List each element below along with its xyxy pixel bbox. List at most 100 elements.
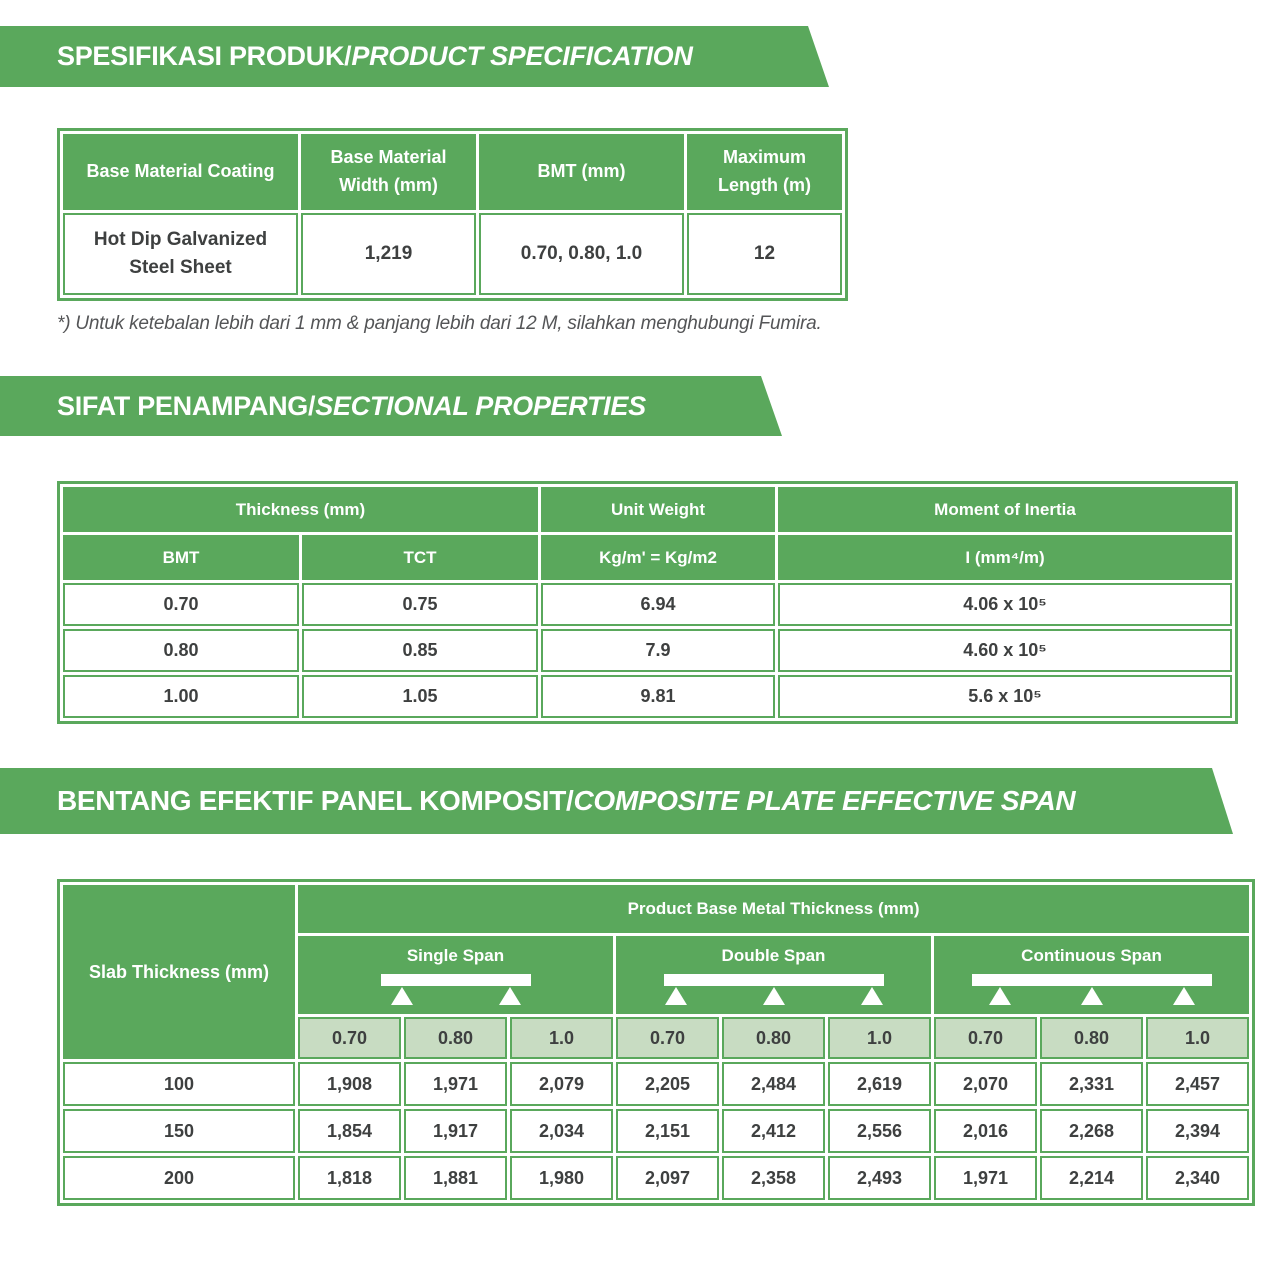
table-row: Hot Dip Galvanized Steel Sheet 1,219 0.7… [63,213,842,295]
span-value: 2,331 [1040,1062,1143,1106]
thickness-header: 0.80 [404,1017,507,1059]
sectional-sub-header-row: BMT TCT Kg/m' = Kg/m2 I (mm⁴/m) [63,535,1232,580]
thickness-header: 0.70 [616,1017,719,1059]
cell-coating: Hot Dip Galvanized Steel Sheet [63,213,298,295]
span-value: 2,079 [510,1062,613,1106]
header-bmt: BMT (mm) [479,134,684,210]
header-base-material-width: Base Material Width (mm) [301,134,476,210]
header-unit-weight: Unit Weight [541,487,775,532]
cell-bmt: 1.00 [63,675,299,718]
span-value: 1,980 [510,1156,613,1200]
cell-unit-weight: 6.94 [541,583,775,626]
banner-title-en: PRODUCT SPECIFICATION [351,41,693,71]
cell-max-length: 12 [687,213,842,295]
span-value: 2,268 [1040,1109,1143,1153]
span-value: 1,971 [934,1156,1037,1200]
span-value: 1,854 [298,1109,401,1153]
banner-product-specification: SPESIFIKASI PRODUK/PRODUCT SPECIFICATION [0,26,829,87]
thickness-header: 0.80 [1040,1017,1143,1059]
span-value: 2,214 [1040,1156,1143,1200]
slab-thickness-value: 200 [63,1156,295,1200]
header-single-span: Single Span [298,936,613,1014]
banner-title-id: SIFAT PENAMPANG/ [57,390,316,421]
table-row: 0.80 0.85 7.9 4.60 x 10⁵ [63,629,1232,672]
banner-title-id: SPESIFIKASI PRODUK/ [57,41,352,71]
thickness-header: 1.0 [828,1017,931,1059]
header-bmt: BMT [63,535,299,580]
span-top-header-row: Slab Thickness (mm) Product Base Metal T… [63,885,1250,1059]
single-span-beam-icon [380,974,531,1005]
span-value: 2,412 [722,1109,825,1153]
cell-unit-weight: 9.81 [541,675,775,718]
header-tct: TCT [302,535,538,580]
span-value: 2,340 [1146,1156,1250,1200]
header-thickness: Thickness (mm) [63,487,538,532]
header-kg-m2: Kg/m' = Kg/m2 [541,535,775,580]
thickness-header: 1.0 [1146,1017,1250,1059]
banner-title-en: COMPOSITE PLATE EFFECTIVE SPAN [573,785,1076,816]
thickness-header: 0.80 [722,1017,825,1059]
span-thickness-header-row: 0.70 0.80 1.0 0.70 0.80 1.0 0.70 0.80 1.… [63,1017,1250,1059]
effective-span-table: Slab Thickness (mm) Product Base Metal T… [57,879,1256,1206]
span-group-header-row: Single Span Double Span Continuous Span [63,936,1250,1014]
table-row: 0.70 0.75 6.94 4.06 x 10⁵ [63,583,1232,626]
span-value: 1,971 [404,1062,507,1106]
cell-width: 1,219 [301,213,476,295]
span-value: 2,070 [934,1062,1037,1106]
single-span-label: Single Span [406,946,505,965]
span-value: 2,151 [616,1109,719,1153]
product-spec-table: Base Material Coating Base Material Widt… [57,128,848,301]
cell-bmt: 0.70, 0.80, 1.0 [479,213,684,295]
header-slab-thickness: Slab Thickness (mm) [63,885,295,1059]
cell-tct: 1.05 [302,675,538,718]
slab-thickness-value: 150 [63,1109,295,1153]
cell-tct: 0.75 [302,583,538,626]
header-product-base-metal-thickness: Product Base Metal Thickness (mm) [298,885,1250,933]
header-base-material-coating: Base Material Coating [63,134,298,210]
cell-bmt: 0.70 [63,583,299,626]
continuous-span-beam-icon [971,974,1212,1005]
table-row: 200 1,818 1,881 1,980 2,097 2,358 2,493 … [63,1156,1250,1200]
footnote: *) Untuk ketebalan lebih dari 1 mm & pan… [57,313,822,334]
span-value: 2,484 [722,1062,825,1106]
table-row: 1.00 1.05 9.81 5.6 x 10⁵ [63,675,1232,718]
span-value: 2,016 [934,1109,1037,1153]
cell-inertia: 5.6 x 10⁵ [778,675,1232,718]
thickness-header: 0.70 [298,1017,401,1059]
table-row: 100 1,908 1,971 2,079 2,205 2,484 2,619 … [63,1062,1250,1106]
table-row: 150 1,854 1,917 2,034 2,151 2,412 2,556 … [63,1109,1250,1153]
span-value: 2,034 [510,1109,613,1153]
span-value: 2,394 [1146,1109,1250,1153]
sectional-properties-table: Thickness (mm) Unit Weight Moment of Ine… [57,481,1238,724]
header-continuous-span: Continuous Span [934,936,1250,1014]
double-span-label: Double Span [721,946,826,965]
header-double-span: Double Span [616,936,931,1014]
thickness-header: 0.70 [934,1017,1037,1059]
cell-unit-weight: 7.9 [541,629,775,672]
span-value: 2,619 [828,1062,931,1106]
span-value: 2,205 [616,1062,719,1106]
banner-effective-span: BENTANG EFEKTIF PANEL KOMPOSIT/COMPOSITE… [0,768,1233,834]
banner-sectional-properties: SIFAT PENAMPANG/SECTIONAL PROPERTIES [0,376,782,436]
span-value: 1,917 [404,1109,507,1153]
span-value: 2,493 [828,1156,931,1200]
header-inertia-unit: I (mm⁴/m) [778,535,1232,580]
cell-inertia: 4.06 x 10⁵ [778,583,1232,626]
cell-inertia: 4.60 x 10⁵ [778,629,1232,672]
header-moment-of-inertia: Moment of Inertia [778,487,1232,532]
span-value: 1,908 [298,1062,401,1106]
span-value: 1,818 [298,1156,401,1200]
banner-title-id: BENTANG EFEKTIF PANEL KOMPOSIT/ [57,785,574,816]
banner-title-en: SECTIONAL PROPERTIES [315,390,646,421]
header-maximum-length: Maximum Length (m) [687,134,842,210]
product-spec-header-row: Base Material Coating Base Material Widt… [63,134,842,210]
slab-thickness-value: 100 [63,1062,295,1106]
cell-tct: 0.85 [302,629,538,672]
cell-bmt: 0.80 [63,629,299,672]
continuous-span-label: Continuous Span [1021,946,1162,965]
span-value: 1,881 [404,1156,507,1200]
thickness-header: 1.0 [510,1017,613,1059]
span-value: 2,358 [722,1156,825,1200]
double-span-beam-icon [663,974,884,1005]
span-value: 2,457 [1146,1062,1250,1106]
